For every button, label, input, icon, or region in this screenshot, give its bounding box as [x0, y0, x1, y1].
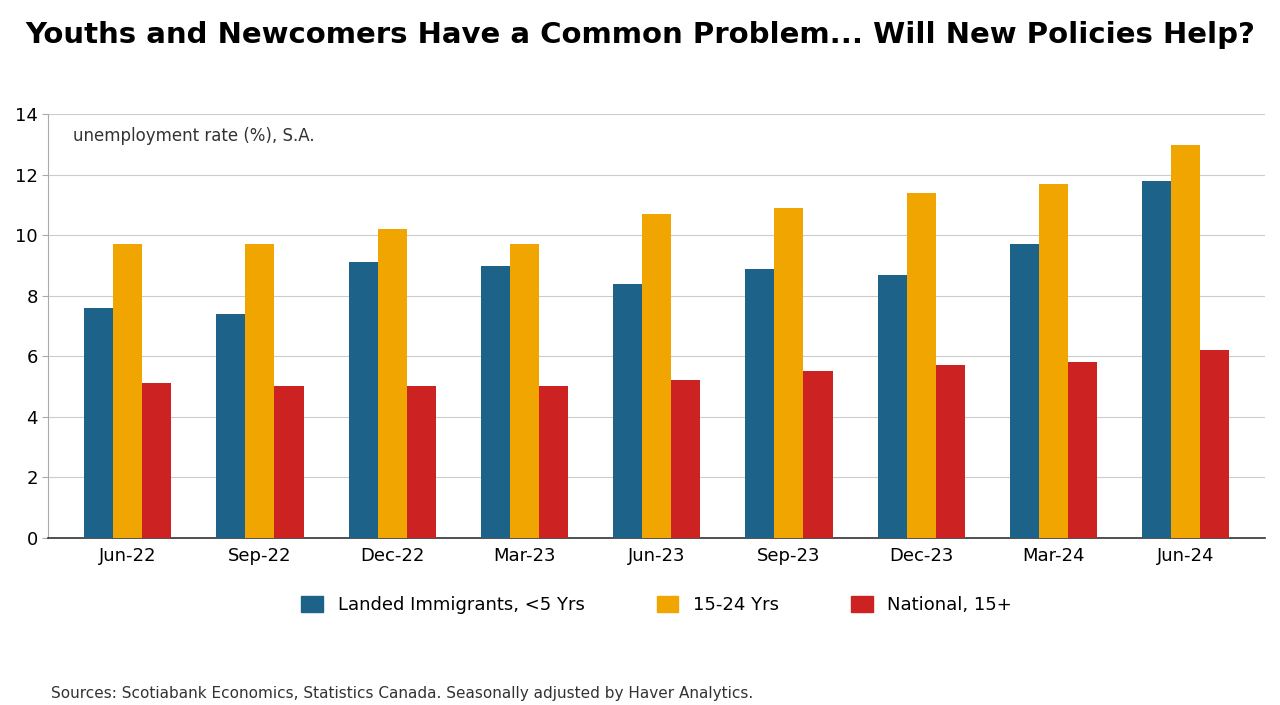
Bar — [1068, 362, 1097, 538]
Bar — [378, 229, 407, 538]
Bar — [643, 214, 671, 538]
Text: Sources: Scotiabank Economics, Statistics Canada. Seasonally adjusted by Haver A: Sources: Scotiabank Economics, Statistic… — [51, 687, 754, 701]
Bar — [539, 386, 568, 538]
Bar — [774, 208, 804, 538]
Bar — [878, 274, 906, 538]
Bar — [671, 381, 700, 538]
Bar — [274, 386, 303, 538]
Bar — [906, 193, 936, 538]
Bar — [1010, 245, 1039, 538]
Bar — [1201, 350, 1229, 538]
Text: unemployment rate (%), S.A.: unemployment rate (%), S.A. — [73, 127, 315, 145]
Bar — [142, 384, 172, 538]
Bar — [613, 283, 643, 538]
Bar — [1039, 184, 1068, 538]
Bar — [745, 269, 774, 538]
Bar — [84, 308, 113, 538]
Bar — [1171, 145, 1201, 538]
Legend: Landed Immigrants, <5 Yrs, 15-24 Yrs, National, 15+: Landed Immigrants, <5 Yrs, 15-24 Yrs, Na… — [294, 589, 1019, 622]
Text: Youths and Newcomers Have a Common Problem... Will New Policies Help?: Youths and Newcomers Have a Common Probl… — [26, 21, 1254, 49]
Bar — [509, 245, 539, 538]
Bar — [113, 245, 142, 538]
Bar — [216, 314, 246, 538]
Bar — [348, 262, 378, 538]
Bar — [481, 266, 509, 538]
Bar — [804, 372, 832, 538]
Bar — [1142, 181, 1171, 538]
Bar — [246, 245, 274, 538]
Bar — [407, 386, 435, 538]
Bar — [936, 365, 965, 538]
